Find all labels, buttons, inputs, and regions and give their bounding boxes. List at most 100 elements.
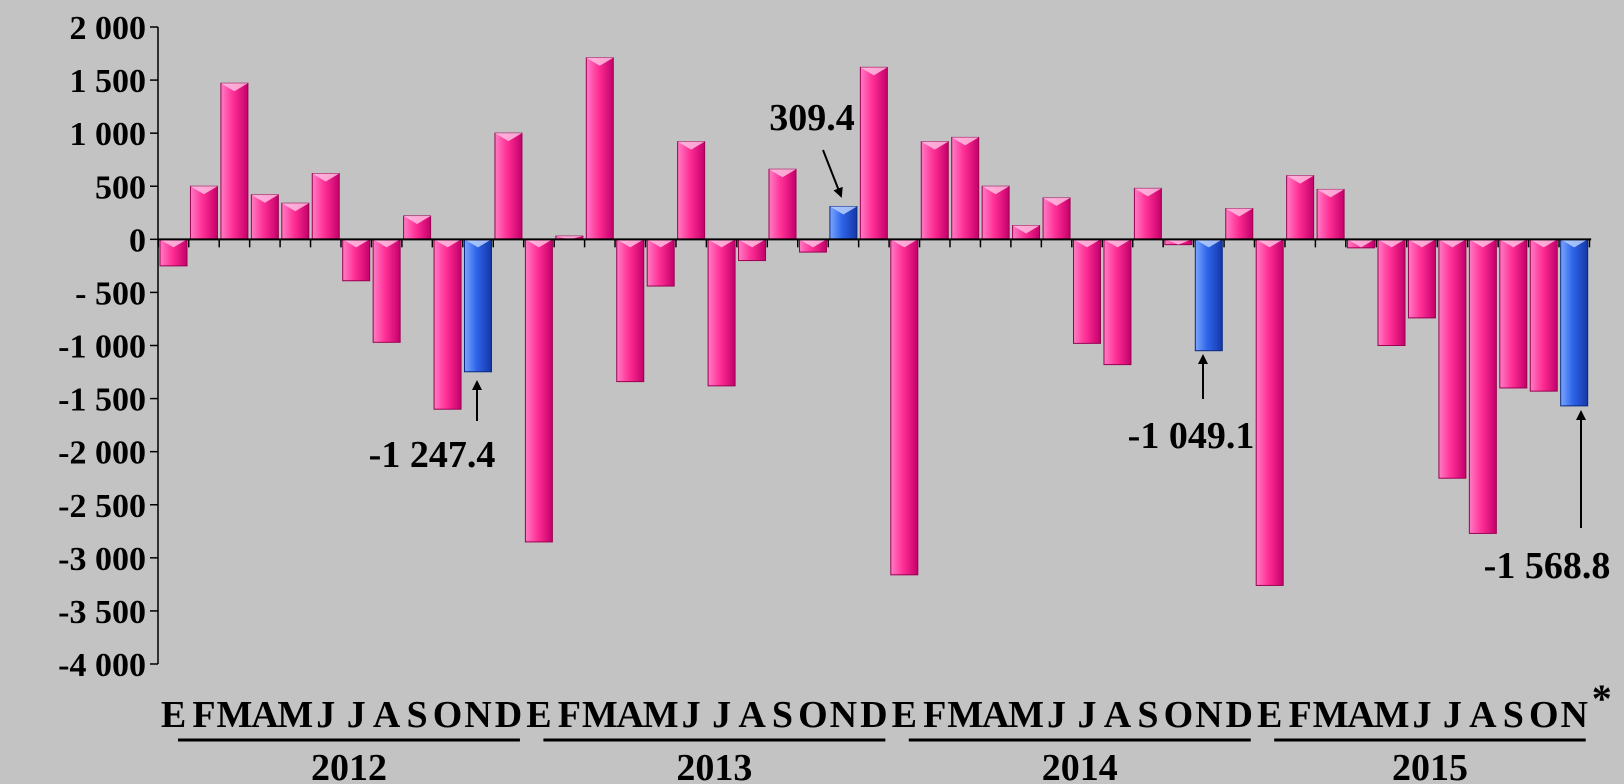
month-label: D	[1226, 694, 1253, 736]
bar-rect	[920, 141, 949, 240]
bar-bevel	[1530, 239, 1558, 248]
bar	[220, 82, 249, 240]
bar-bevel	[769, 169, 796, 178]
bar-rect	[1255, 238, 1284, 586]
month-label: S	[772, 694, 793, 736]
bar	[342, 238, 371, 282]
bar-bevel	[1012, 225, 1040, 234]
month-label: M	[216, 694, 252, 736]
bar-rect	[1103, 238, 1132, 366]
month-label: N	[1195, 694, 1222, 736]
bar-bevel	[1286, 175, 1314, 184]
annotation: -1 568.8	[1484, 410, 1610, 587]
month-label: J	[1078, 694, 1097, 736]
bar-rect	[707, 238, 736, 387]
annotation: 309.4	[769, 97, 855, 198]
month-label: D	[860, 694, 887, 736]
bar-bevel	[1438, 239, 1466, 248]
year-label: 2015	[1392, 747, 1468, 784]
bar-rect	[768, 168, 797, 240]
bar	[1377, 238, 1406, 346]
bar	[1042, 197, 1071, 240]
y-tick-label: 1 500	[70, 63, 147, 100]
month-label: O	[1164, 694, 1194, 736]
bar-bevel	[982, 186, 1010, 195]
bar	[829, 205, 858, 240]
y-tick-label: -3 500	[58, 594, 146, 631]
bars	[159, 57, 1589, 586]
annotation: -1 049.1	[1128, 354, 1255, 457]
year-label: 2012	[311, 747, 387, 784]
bar-rect	[159, 238, 188, 267]
bar-rect	[1468, 238, 1497, 534]
bar-rect	[616, 238, 645, 383]
month-label: J	[1443, 694, 1462, 736]
bar-bevel	[890, 239, 918, 248]
month-label: J	[682, 694, 701, 736]
bar	[1529, 238, 1558, 392]
month-label: F	[558, 694, 581, 736]
bar	[1499, 238, 1528, 389]
month-label: M	[1313, 694, 1349, 736]
bar	[738, 238, 767, 262]
bar	[1194, 238, 1223, 352]
bar-rect	[433, 238, 462, 410]
bar-bevel	[951, 137, 979, 146]
month-label: A	[982, 694, 1010, 736]
annotation-label: -1 049.1	[1128, 415, 1255, 457]
y-tick-label: -3 000	[58, 541, 146, 578]
y-tick-label: 0	[129, 222, 146, 259]
year-label: 2014	[1042, 747, 1118, 784]
bar-rect	[464, 238, 492, 373]
month-label: A	[1469, 694, 1497, 736]
bar-bevel	[251, 194, 279, 203]
month-label: N	[830, 694, 857, 736]
bar	[707, 238, 736, 387]
month-label: E	[161, 694, 186, 736]
bar-rect	[372, 238, 401, 343]
bar-rect	[859, 66, 888, 240]
bar	[159, 238, 188, 267]
month-label: N	[464, 694, 491, 736]
bar	[250, 194, 279, 240]
bar-rect	[890, 238, 919, 576]
bar	[1133, 187, 1162, 240]
month-label: O	[433, 694, 463, 736]
bar	[1012, 225, 1041, 240]
bar	[1347, 238, 1376, 249]
bar-bevel	[1134, 188, 1162, 197]
bar-bevel	[1560, 239, 1588, 248]
bar-bevel	[1317, 189, 1345, 198]
month-label: N	[1560, 694, 1587, 736]
bar-bevel	[312, 173, 340, 182]
month-label: O	[1529, 694, 1559, 736]
month-label: F	[1289, 694, 1312, 736]
bar-bevel	[342, 239, 370, 248]
bar-bevel	[677, 141, 705, 150]
bar	[281, 202, 310, 240]
bar-rect	[981, 185, 1010, 240]
bar-rect	[1194, 238, 1223, 352]
bar	[981, 185, 1010, 240]
bar	[585, 57, 614, 240]
month-label: A	[1104, 694, 1132, 736]
bar-bevel	[829, 206, 857, 215]
bar-rect	[311, 173, 340, 240]
y-tick-label: - 500	[75, 275, 146, 312]
bar-bevel	[1256, 239, 1284, 248]
annotation: -1 247.4	[369, 380, 495, 476]
month-label: A	[373, 694, 401, 736]
bar-bevel	[921, 141, 949, 150]
bar-bevel	[281, 203, 309, 212]
month-label: E	[892, 694, 917, 736]
bar-bevel	[1469, 239, 1497, 248]
bar-bevel	[616, 239, 644, 248]
bar	[1073, 238, 1101, 344]
bar	[524, 238, 553, 543]
bar-bevel	[494, 133, 522, 142]
bar-bevel	[220, 83, 248, 92]
month-label: F	[192, 694, 215, 736]
bar-bevel	[464, 239, 492, 248]
bar-bevel	[1073, 239, 1101, 248]
